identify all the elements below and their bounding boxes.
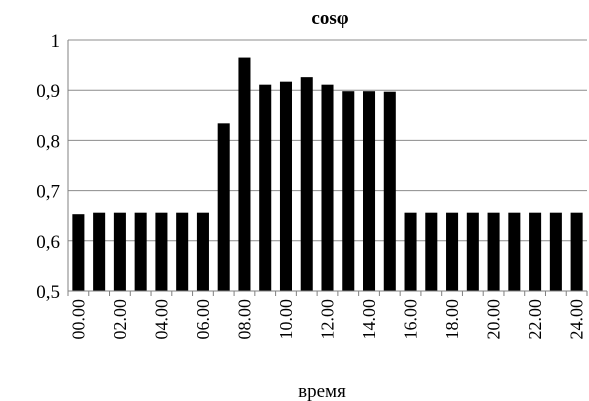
y-tick-label: 1 bbox=[51, 31, 61, 52]
bar bbox=[383, 91, 396, 292]
bar bbox=[529, 212, 542, 291]
y-tick-label: 0,9 bbox=[36, 81, 60, 102]
x-axis-ticks: 00.00 02.00 04.00 06.00 08.00 10.00 12.00 14.00… bbox=[67, 291, 588, 340]
bar bbox=[238, 57, 251, 291]
x-tick-label: 20.00 bbox=[484, 299, 504, 340]
x-axis-title: время bbox=[298, 381, 346, 401]
bar bbox=[549, 212, 562, 291]
x-tick-label: 12.00 bbox=[318, 299, 338, 340]
y-tick-label: 0,6 bbox=[36, 232, 60, 253]
bar bbox=[259, 84, 272, 291]
bar bbox=[155, 212, 168, 291]
bar bbox=[342, 91, 355, 291]
x-tick-label: 16.00 bbox=[401, 299, 421, 340]
bar bbox=[425, 212, 438, 291]
bar bbox=[508, 212, 521, 291]
bar bbox=[134, 212, 147, 291]
bar bbox=[487, 212, 500, 291]
bar bbox=[176, 212, 189, 291]
x-tick-label: 14.00 bbox=[359, 299, 379, 340]
bar bbox=[570, 212, 583, 291]
y-axis-ticks: 0,5 0,6 0,7 0,8 0,9 1 bbox=[36, 31, 60, 303]
bar bbox=[279, 81, 293, 291]
x-tick-label: 24.00 bbox=[567, 299, 587, 340]
bar bbox=[113, 212, 126, 291]
y-tick-label: 0,8 bbox=[36, 131, 60, 152]
chart-title: cosφ bbox=[311, 8, 348, 29]
y-tick-label: 0,7 bbox=[36, 182, 60, 203]
bar bbox=[404, 212, 417, 291]
bars bbox=[72, 57, 583, 292]
bar bbox=[217, 123, 230, 291]
bar bbox=[446, 212, 459, 291]
bar bbox=[300, 77, 313, 291]
x-tick-label: 18.00 bbox=[442, 299, 462, 340]
y-tick-label: 0,5 bbox=[36, 282, 60, 303]
x-tick-label: 22.00 bbox=[525, 299, 545, 340]
bar bbox=[362, 91, 376, 291]
x-tick-label: 10.00 bbox=[276, 299, 296, 340]
bar bbox=[466, 212, 479, 291]
x-tick-label: 08.00 bbox=[234, 299, 254, 340]
x-tick-label: 02.00 bbox=[110, 299, 130, 340]
x-tick-label: 06.00 bbox=[193, 299, 213, 340]
x-tick-label: 04.00 bbox=[151, 299, 171, 340]
bar bbox=[72, 214, 85, 291]
bar bbox=[93, 212, 106, 291]
bar bbox=[196, 212, 209, 291]
bar bbox=[321, 84, 334, 291]
x-tick-label: 00.00 bbox=[68, 299, 88, 340]
